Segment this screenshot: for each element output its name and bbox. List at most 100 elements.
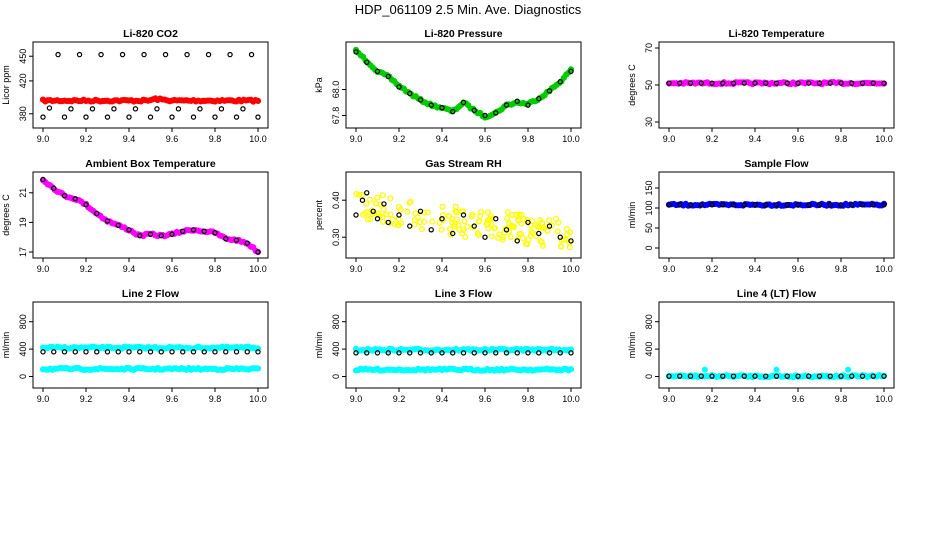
series-avg	[40, 51, 261, 120]
x-tick-label: 9.8	[209, 264, 222, 274]
avg-point	[396, 212, 402, 218]
raw-point	[474, 230, 481, 237]
panel-co2: Li-820 CO2 Licor ppm 9.0 9.2 9.4 9.6 9.8 10.0 38…	[1, 28, 269, 144]
avg-point	[568, 68, 574, 75]
avg-point	[849, 373, 855, 379]
y-tick-label: 400	[331, 342, 341, 357]
x-tick-label: 9.8	[522, 264, 535, 274]
raw-point	[538, 239, 545, 246]
raw-point	[516, 230, 523, 238]
avg-point	[94, 210, 100, 217]
x-tick-label: 9.6	[792, 394, 805, 404]
raw-point	[447, 231, 454, 238]
avg-point	[169, 231, 175, 237]
raw-point	[469, 211, 476, 218]
avg-point	[353, 49, 359, 55]
avg-point	[111, 106, 117, 112]
plot-frame	[658, 171, 895, 259]
avg-point	[428, 350, 434, 356]
avg-point	[471, 223, 477, 229]
series-avg	[666, 373, 887, 379]
avg-point	[370, 208, 376, 214]
x-tick-label: 9.6	[479, 394, 492, 404]
raw-point	[524, 216, 531, 223]
avg-point	[677, 373, 683, 379]
raw-point	[461, 218, 468, 225]
x-tick-label: 9.8	[835, 134, 848, 144]
y-tick-label: 150	[644, 180, 654, 195]
raw-point	[516, 211, 523, 218]
avg-point	[460, 99, 467, 106]
panel-title: Gas Stream RH	[425, 158, 501, 170]
avg-point	[568, 238, 574, 244]
x-tick-label: 9.4	[123, 394, 136, 404]
plot-frame	[345, 41, 582, 129]
avg-point	[763, 202, 769, 208]
avg-point	[720, 202, 726, 208]
raw-point	[367, 215, 374, 222]
raw-point	[254, 97, 262, 104]
avg-point	[51, 185, 57, 192]
avg-point	[525, 219, 531, 226]
avg-point	[720, 373, 726, 379]
panel-title: Line 4 (LT) Flow	[737, 288, 817, 300]
raw-point	[455, 222, 462, 229]
plot-frame	[658, 301, 895, 389]
x-tick-label: 9.8	[209, 394, 222, 404]
x-tick-label: 9.0	[37, 394, 50, 404]
avg-point	[806, 373, 812, 379]
raw-point	[520, 215, 527, 223]
raw-point	[387, 195, 394, 202]
x-tick-label: 9.2	[706, 134, 719, 144]
x-tick-label: 10.0	[249, 134, 267, 144]
raw-point	[462, 234, 469, 241]
x-tick-label: 10.0	[875, 134, 893, 144]
raw-point	[544, 227, 551, 234]
avg-point	[439, 215, 445, 222]
raw-point	[567, 366, 575, 373]
raw-point	[701, 366, 708, 373]
panel-line3: Line 3 Flow ml/min 9.0 9.2 9.4 9.6 9.8 10.0 0 400…	[314, 288, 582, 404]
y-tick-label: 68.0	[331, 81, 341, 99]
avg-point	[385, 73, 391, 80]
panel-licor_temp: Li-820 Temperature degrees C 9.0 9.2 9.4 9.6 9…	[627, 28, 895, 144]
raw-point	[391, 221, 399, 228]
avg-point	[51, 349, 57, 355]
raw-point	[485, 225, 492, 232]
raw-point	[538, 224, 545, 231]
avg-point	[72, 196, 78, 202]
avg-point	[450, 108, 456, 115]
avg-point	[374, 350, 381, 356]
raw-point	[407, 198, 414, 206]
avg-point	[119, 51, 126, 58]
raw-point	[518, 220, 525, 227]
panel-title: Line 3 Flow	[435, 288, 493, 300]
y-tick-label: 420	[18, 73, 28, 88]
raw-point	[446, 225, 454, 233]
avg-point	[536, 95, 542, 102]
raw-point	[475, 218, 482, 225]
x-tick-label: 9.8	[522, 134, 535, 144]
y-axis-label: ml/min	[627, 202, 637, 229]
series-avg	[666, 80, 887, 86]
avg-point	[227, 51, 233, 58]
panel-title: Li-820 CO2	[123, 28, 178, 40]
avg-point	[407, 90, 413, 97]
avg-point	[55, 51, 61, 58]
avg-point	[763, 80, 769, 86]
series-raw_low	[352, 365, 575, 374]
y-tick-label: 800	[331, 314, 341, 329]
avg-point	[201, 228, 207, 234]
avg-point	[83, 349, 89, 355]
panel-title: Li-820 Temperature	[728, 28, 824, 40]
x-tick-label: 10.0	[562, 394, 580, 404]
raw-point	[359, 191, 366, 198]
x-tick-label: 9.4	[436, 394, 449, 404]
avg-point	[89, 106, 96, 112]
avg-point	[752, 80, 758, 86]
panel-box_temp: Ambient Box Temperature degrees C 9.0 9.2 9.…	[1, 158, 269, 274]
avg-point	[353, 212, 359, 218]
avg-point	[763, 373, 769, 379]
raw-point	[460, 226, 467, 233]
